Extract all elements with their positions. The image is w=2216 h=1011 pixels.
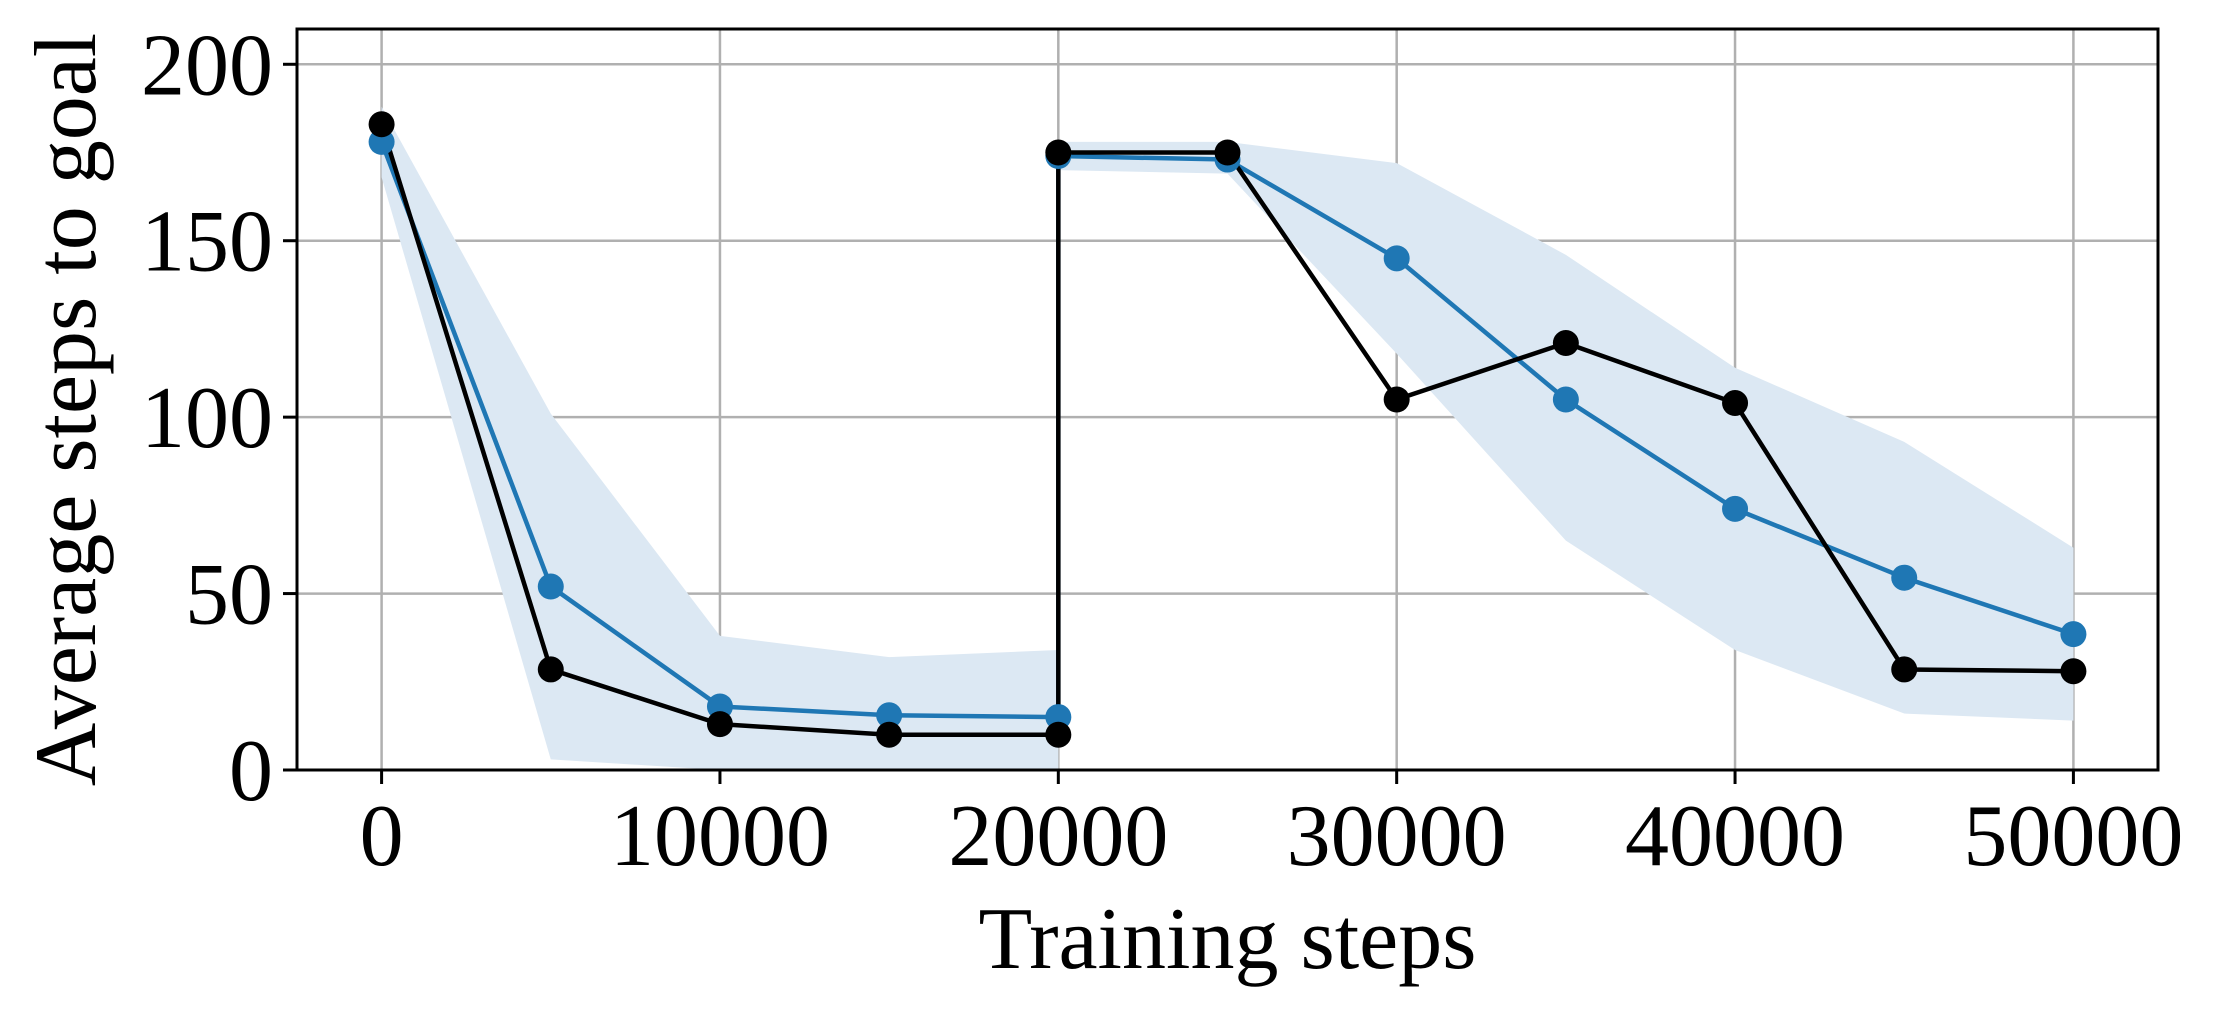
series-1-point bbox=[2060, 621, 2087, 648]
y-axis-title: Average steps to goal bbox=[18, 33, 115, 786]
series-1-point bbox=[1891, 564, 1918, 591]
series-2-point bbox=[2060, 658, 2087, 685]
series-1-point bbox=[537, 573, 564, 600]
series-2-point bbox=[368, 111, 395, 138]
series-2-point bbox=[537, 656, 564, 683]
series-2-point bbox=[1552, 330, 1579, 357]
series-2-point bbox=[1214, 139, 1241, 166]
confidence-band bbox=[381, 106, 2074, 771]
x-tick-label: 20000 bbox=[948, 788, 1168, 885]
series-1-point bbox=[876, 702, 903, 729]
series-2-point bbox=[1722, 390, 1749, 417]
series-2-point bbox=[1891, 656, 1918, 683]
x-tick-label: 10000 bbox=[610, 788, 830, 885]
x-tick-label: 50000 bbox=[1963, 788, 2183, 885]
y-tick-label: 100 bbox=[141, 370, 273, 467]
series-line-2 bbox=[379, 123, 2074, 737]
plot-frame bbox=[295, 27, 2160, 772]
x-tick-label: 30000 bbox=[1287, 788, 1507, 885]
y-tick-label: 50 bbox=[185, 547, 273, 644]
series-2-point bbox=[1045, 139, 1072, 166]
x-tick-label: 0 bbox=[360, 788, 404, 885]
x-tick-label: 40000 bbox=[1625, 788, 1845, 885]
y-tick-label: 150 bbox=[141, 194, 273, 291]
confidence-band-area bbox=[381, 106, 2074, 771]
y-tick-label: 200 bbox=[141, 17, 273, 114]
series-2-point bbox=[876, 721, 903, 748]
series-2-point bbox=[706, 711, 733, 738]
series-lines bbox=[368, 111, 2087, 748]
axis-ticks: 0 10000 20000 30000 40000 50000 0 50 100 150 200 bbox=[141, 17, 2183, 885]
series-1-point bbox=[1383, 245, 1410, 272]
series-line-1 bbox=[379, 141, 2075, 720]
series-2-point bbox=[1045, 721, 1072, 748]
y-tick-label: 0 bbox=[229, 723, 273, 820]
series-1-point bbox=[1552, 386, 1579, 413]
series-1-point bbox=[1722, 495, 1749, 522]
series-2-point bbox=[1383, 386, 1410, 413]
x-axis-title: Training steps bbox=[979, 891, 1477, 988]
